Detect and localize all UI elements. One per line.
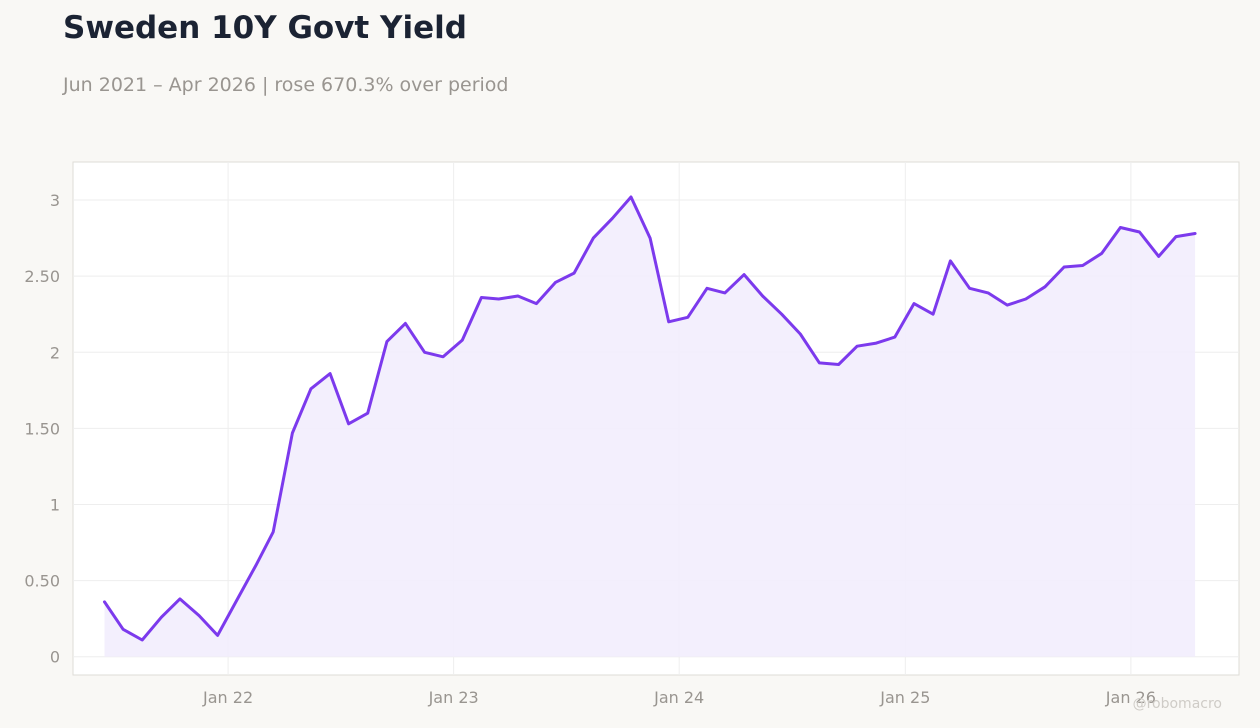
data-point [968,287,971,290]
data-point [178,597,182,601]
x-tick-label: Jan 25 [879,688,930,707]
data-point [1081,264,1084,267]
data-point [404,322,407,325]
data-point [1138,230,1141,234]
data-point [1100,252,1104,255]
data-point [480,296,483,299]
data-point [160,616,163,619]
data-point [1119,226,1122,229]
data-points [103,195,1197,642]
data-point [837,363,840,366]
data-point [535,302,538,305]
data-point [592,236,595,240]
y-tick-label: 1.50 [24,419,60,438]
data-point [799,332,802,336]
y-tick-label: 3 [50,191,60,210]
data-point [742,273,746,276]
y-tick-label: 2 [50,343,60,362]
data-point [818,361,821,365]
y-tick-label: 2.50 [24,267,60,286]
data-point [705,287,709,290]
data-point [103,600,106,604]
data-point [441,355,445,358]
x-tick-label: Jan 23 [428,688,479,707]
data-point [497,297,500,301]
data-point [611,217,614,220]
data-point [875,341,878,345]
x-tick-label: Jan 22 [202,688,253,707]
x-tick-label: Jan 24 [653,688,704,707]
data-point [1006,303,1009,307]
data-point [554,281,557,284]
data-point [309,387,313,390]
data-point [121,628,125,631]
data-point [761,294,764,298]
data-point [1024,297,1028,301]
data-point [216,634,219,637]
data-point [855,345,859,348]
data-point [141,638,144,642]
chart-title: Sweden 10Y Govt Yield [63,10,467,46]
data-point [385,340,389,343]
y-tick-label: 1 [50,496,60,515]
chart-subtitle: Jun 2021 – Apr 2026 | rose 670.3% over p… [63,74,509,96]
y-tick-label: 0 [50,648,60,667]
data-point [931,313,935,316]
data-point [254,564,258,567]
data-point [461,338,464,342]
data-point [291,431,294,435]
data-point [516,294,520,298]
data-point [366,412,369,415]
y-tick-label: 0.50 [24,572,60,591]
data-point [347,422,350,425]
data-point [893,335,896,339]
data-point [723,291,727,295]
x-tick-label: Jan 26 [1105,688,1156,707]
data-point [648,236,652,240]
data-point [1043,285,1047,288]
x-axis-ticks: Jan 22 Jan 23 Jan 24 Jan 25 Jan 26 [202,688,1156,707]
watermark: @robomacro [1132,696,1222,712]
y-axis-ticks: 0 0.50 1 1.50 2 2.50 3 [24,191,60,667]
data-point [1062,265,1066,269]
data-point [986,291,990,295]
data-point [1157,255,1160,258]
data-point [912,302,916,305]
data-point [272,530,275,534]
data-point [1174,235,1178,238]
data-point [629,195,633,199]
data-point [686,316,689,319]
data-point [423,351,426,354]
data-point [1193,232,1197,235]
data-point [197,614,201,617]
data-point [572,271,576,275]
data-point [235,599,238,602]
data-point [328,372,332,375]
data-point [667,320,670,323]
yield-area-fill [104,197,1196,657]
data-point [949,259,952,263]
data-point [780,313,783,316]
